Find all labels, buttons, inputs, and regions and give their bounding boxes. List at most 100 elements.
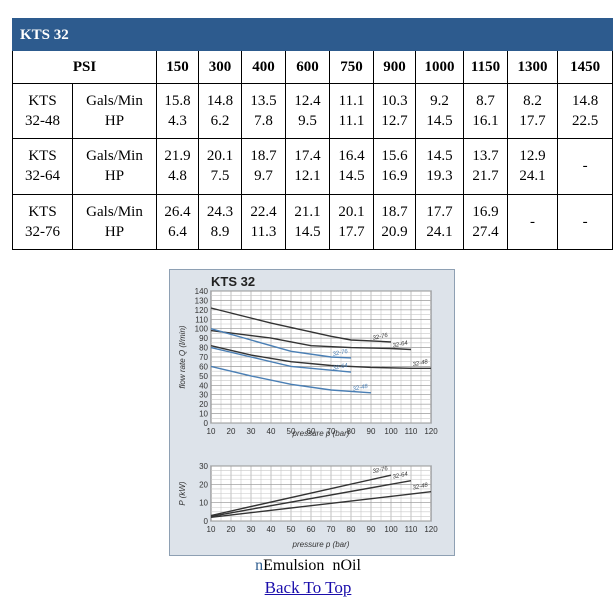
value-cell-value: 9.5 [298,113,317,130]
series-line [210,346,352,373]
value-cell-value: 16.4 [338,148,365,165]
table-row: KTS 32-48 Gals/Min HP 15.8 4.3 14.8 6.2 13.5 7.8 1… [12,82,614,140]
y-tick-label: 140 [195,287,209,296]
x-tick-label: 10 [207,427,216,436]
value-cell-value: 14.5 [294,223,321,240]
value-cell: 16.4 14.5 [329,138,374,195]
value-cell: - [556,138,614,195]
back-to-top-link[interactable]: Back To Top [264,578,352,597]
x-tick-label: 60 [307,427,316,436]
value-cell-value: 15.6 [381,148,408,165]
value-cell-value: 14.8 [206,93,234,110]
x-tick-label: 70 [327,427,336,436]
value-cell-value: 22.5 [571,113,599,130]
table-row: KTS 32-64 Gals/Min HP 21.9 4.8 20.1 7.5 18.7 9.7 1… [12,138,614,195]
value-cell-value: 4.3 [168,113,187,130]
y-tick-label: 70 [199,353,208,362]
series-line [210,307,392,343]
value-cell-value: 14.5 [338,168,365,185]
value-cell-value: - [582,158,588,175]
series-line [210,328,352,359]
oil-label: Oil [340,557,361,574]
value-cell: 16.9 27.4 [463,193,508,251]
performance-chart: 0 10 20 30 40 50 60 70 80 90 100 110 120 130 140 10 20 30… [169,269,455,556]
x-tick-label: 80 [347,427,356,436]
emulsion-label: Emulsion [263,557,325,574]
value-cell-value: 21.7 [472,168,499,185]
y-axis-label: flow rate Q (l/min) [178,325,187,388]
value-cell-value: 16.1 [472,113,499,130]
y-tick-label: 20 [199,480,208,489]
y-tick-label: 10 [199,499,208,508]
value-cell-value: 15.8 [164,93,191,110]
x-tick-label: 10 [207,525,216,534]
value-cell-value: - [530,213,535,230]
value-cell-value: 17.7 [426,203,453,220]
value-cell-value: 6.4 [168,223,187,240]
x-tick-label: 60 [307,525,316,534]
chart-legend: nEmulsion nOil [0,557,616,575]
x-tick-label: 50 [287,525,296,534]
value-cell: 22.4 11.3 [241,193,286,251]
value-cell: 12.4 9.5 [285,82,330,140]
psi-col-header: 1450 [556,50,614,84]
value-cell: 9.2 14.5 [415,82,464,140]
value-cell-value: 9.7 [254,168,273,185]
y-tick-label: 30 [199,391,208,400]
value-cell-value: 11.1 [338,113,365,130]
value-cell-value: 21.9 [164,148,191,165]
y-tick-label: 0 [204,517,209,526]
series-line [210,480,412,518]
y-tick-label: 20 [199,400,208,409]
value-cell-value: 22.4 [250,203,277,220]
value-cell-value: 20.9 [381,223,408,240]
y-tick-label: 90 [199,334,208,343]
value-cell-value: 16.9 [381,168,408,185]
x-tick-label: 90 [367,525,376,534]
x-tick-label: 30 [247,427,256,436]
y-tick-label: 100 [195,325,209,334]
value-cell-value: 8.7 [476,93,495,110]
unit-cell-value: Gals/Min [86,203,143,220]
value-cell: 21.1 14.5 [285,193,330,251]
value-cell-value: 18.7 [381,203,408,220]
value-cell-value: 7.8 [254,113,273,130]
y-tick-label: 60 [199,362,208,371]
value-cell-value: 20.1 [206,148,234,165]
value-cell: 13.7 21.7 [463,138,508,195]
psi-col-header: 900 [373,50,416,84]
series-line [210,474,392,517]
value-cell-value: 12.4 [294,93,321,110]
unit-cell-value: Gals/Min [86,148,143,165]
series-line [210,491,432,518]
value-cell-value: 17.4 [294,148,321,165]
value-cell-value: 14.8 [571,93,599,110]
unit-cell-value: HP [104,168,125,185]
model-cell-value: KTS [28,93,57,110]
x-tick-label: 40 [267,427,276,436]
value-cell: 14.8 6.2 [198,82,242,140]
unit-cell-value: Gals/Min [86,93,143,110]
model-cell-value: 32-64 [25,168,60,185]
value-cell-value: 26.4 [164,203,191,220]
model-cell: KTS 32-76 [12,193,73,251]
value-cell: - [556,193,614,251]
psi-col-header: 750 [329,50,374,84]
value-cell: 14.5 19.3 [415,138,464,195]
y-tick-label: 50 [199,372,208,381]
y-tick-label: 110 [195,315,208,324]
x-tick-label: 110 [405,427,418,436]
value-cell-value: 6.2 [210,113,230,130]
value-cell-value: 27.4 [472,223,499,240]
value-cell: 21.9 4.8 [156,138,199,195]
value-cell: 24.3 8.9 [198,193,242,251]
x-axis-label: pressure p (bar) [292,429,350,438]
value-cell-value: 16.9 [472,203,499,220]
value-cell: 20.1 7.5 [198,138,242,195]
x-tick-label: 50 [287,427,296,436]
value-cell-value: 13.7 [472,148,499,165]
y-tick-label: 10 [199,410,208,419]
series-label: 32-48 [352,384,369,393]
value-cell-value: 18.7 [250,148,277,165]
value-cell-value: 14.5 [426,148,453,165]
